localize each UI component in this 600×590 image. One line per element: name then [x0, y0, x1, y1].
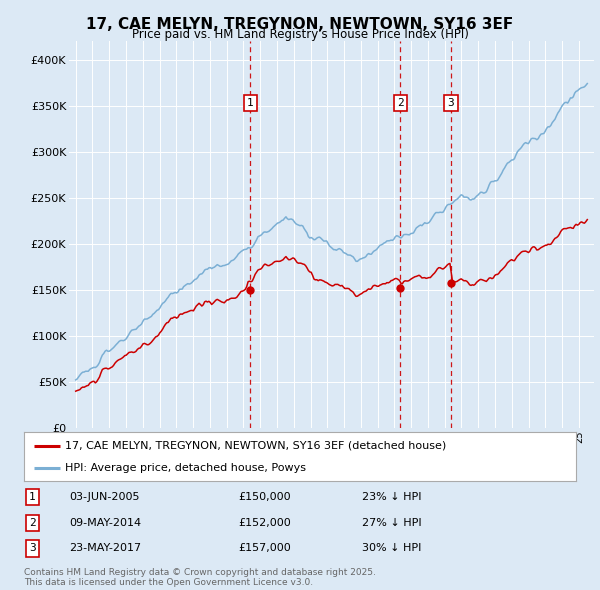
Text: 1: 1 — [247, 98, 254, 108]
Text: 3: 3 — [448, 98, 454, 108]
Text: 30% ↓ HPI: 30% ↓ HPI — [362, 543, 422, 553]
Text: 17, CAE MELYN, TREGYNON, NEWTOWN, SY16 3EF (detached house): 17, CAE MELYN, TREGYNON, NEWTOWN, SY16 3… — [65, 441, 446, 451]
Text: 17, CAE MELYN, TREGYNON, NEWTOWN, SY16 3EF: 17, CAE MELYN, TREGYNON, NEWTOWN, SY16 3… — [86, 17, 514, 31]
Text: 2: 2 — [29, 518, 36, 527]
Text: 1: 1 — [29, 492, 36, 502]
Text: 27% ↓ HPI: 27% ↓ HPI — [362, 518, 422, 527]
Text: 09-MAY-2014: 09-MAY-2014 — [69, 518, 141, 527]
Text: 2: 2 — [397, 98, 404, 108]
Text: £150,000: £150,000 — [238, 492, 291, 502]
Text: £157,000: £157,000 — [238, 543, 291, 553]
Text: 3: 3 — [29, 543, 36, 553]
Text: HPI: Average price, detached house, Powys: HPI: Average price, detached house, Powy… — [65, 463, 307, 473]
Text: Price paid vs. HM Land Registry's House Price Index (HPI): Price paid vs. HM Land Registry's House … — [131, 28, 469, 41]
Text: 03-JUN-2005: 03-JUN-2005 — [69, 492, 140, 502]
Text: 23-MAY-2017: 23-MAY-2017 — [69, 543, 141, 553]
Text: 23% ↓ HPI: 23% ↓ HPI — [362, 492, 422, 502]
Text: £152,000: £152,000 — [238, 518, 291, 527]
Text: Contains HM Land Registry data © Crown copyright and database right 2025.
This d: Contains HM Land Registry data © Crown c… — [24, 568, 376, 587]
